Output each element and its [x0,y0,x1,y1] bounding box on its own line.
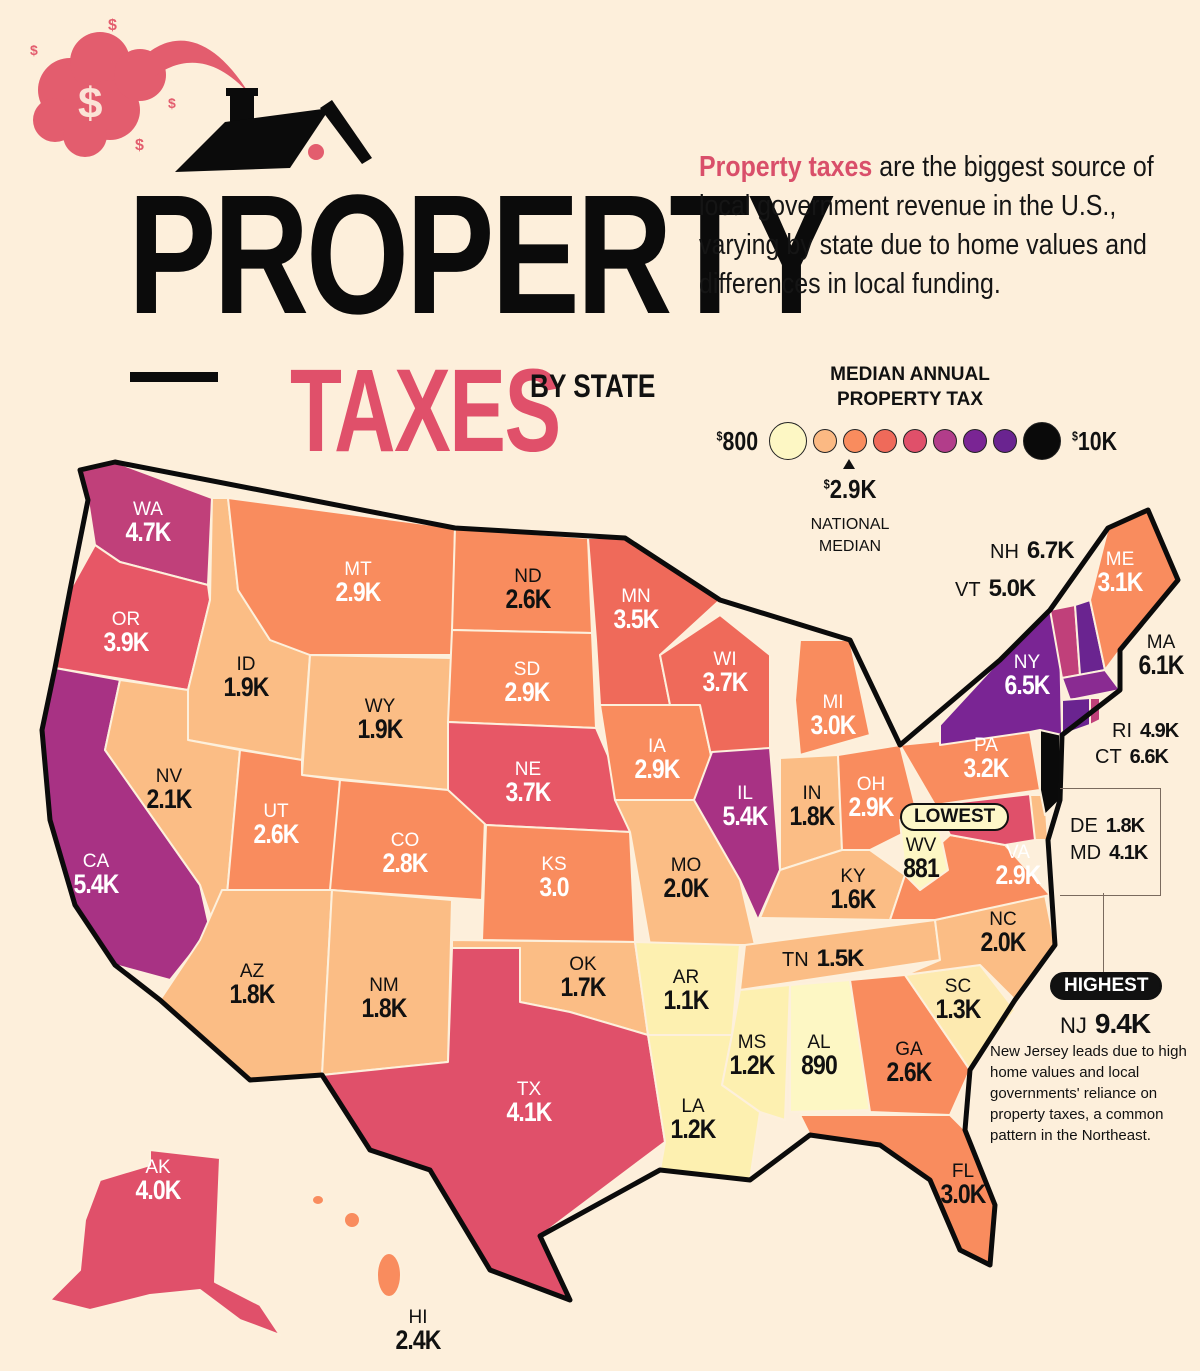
national-median-value: $2.9K [823,474,877,504]
legend-title: MEDIAN ANNUAL PROPERTY TAX [790,362,1030,412]
state-label-VA: VA 2.9K [995,842,1041,890]
callout-connector [1103,893,1104,973]
state-label-WY: WY 1.9K [357,696,403,744]
state-label-FL: FL 3.0K [940,1161,986,1209]
callout-connector [1060,788,1161,896]
state-label-SD: SD 2.9K [504,659,550,707]
svg-text:$: $ [78,79,102,128]
money-smoke-house-illustration: $ $ $ $ $ [30,17,372,172]
state-label-MT: MT 2.9K [335,559,381,607]
state-AK [49,1149,281,1336]
legend-swatch [902,429,927,453]
legend-swatch [992,429,1017,453]
nj-explanation-note: New Jersey leads due to high home values… [990,1043,1187,1144]
state-label-OK: OK 1.7K [560,954,606,1002]
state-HI-islands [311,1194,325,1206]
state-label-RI: RI 4.9K [1112,720,1179,742]
legend-max-label: $10K [1071,425,1117,456]
state-label-AL: AL 890 [801,1032,838,1080]
state-IL [693,747,781,921]
svg-text:$: $ [168,95,176,111]
svg-text:$: $ [108,17,117,34]
title-taxes: TAXES [290,345,561,477]
state-label-NM: NM 1.8K [361,975,407,1023]
state-label-IN: IN 1.8K [789,783,835,831]
state-label-ME: ME 3.1K [1097,549,1143,597]
legend-swatch-median [842,429,867,453]
state-label-NH: NH 6.7K [990,537,1075,564]
lowest-badge: LOWEST [900,803,1010,831]
state-label-OR: OR 3.9K [103,609,149,657]
state-label-IA: IA 2.9K [634,736,680,784]
state-label-PA: PA 3.2K [963,735,1009,783]
state-label-NV: NV 2.1K [146,766,192,814]
legend-swatch [932,429,957,453]
state-label-KY: KY 1.6K [830,866,876,914]
intro-highlight: Property taxes [699,151,873,183]
state-label-VT: VT 5.0K [955,575,1036,602]
legend-min-label: $800 [716,425,759,456]
state-label-CO: CO 2.8K [382,830,428,878]
money-smoke-icon: $ $ $ $ $ [30,17,250,157]
state-label-WA: WA 4.7K [125,499,171,547]
state-label-KS: KS 3.0 [539,854,569,902]
state-label-DE: DE 1.8K [1070,815,1145,837]
title-by-state: BY STATE [530,368,656,404]
state-label-AK: AK 4.0K [135,1157,181,1205]
state-label-LA: LA 1.2K [670,1096,716,1144]
state-label-MD: MD 4.1K [1070,842,1148,864]
state-HI [376,1252,402,1298]
svg-text:$: $ [30,42,38,58]
state-label-HI: HI 2.4K [395,1307,441,1355]
state-label-MO: MO 2.0K [663,855,709,903]
state-label-MS: MS 1.2K [729,1032,775,1080]
state-label-SC: SC 1.3K [935,976,981,1024]
state-label-ND: ND 2.6K [505,566,551,614]
state-label-MI: MI 3.0K [810,692,856,740]
state-label-GA: GA 2.6K [886,1039,932,1087]
house-roof-icon [175,88,372,172]
svg-text:$: $ [135,137,144,154]
state-label-NE: NE 3.7K [505,759,551,807]
legend-swatch-max [1022,422,1061,460]
title-property: PROPERTY [128,160,836,350]
state-label-CA: CA 5.4K [73,851,119,899]
legend-title-line1: MEDIAN ANNUAL [830,364,990,385]
state-HI-islands [343,1211,361,1229]
legend-swatch [872,429,897,453]
state-label-MA: MA 6.1K [1138,632,1184,680]
median-pointer-icon [843,459,855,469]
state-label-OH: OH 2.9K [848,774,894,822]
legend-swatch [962,429,987,453]
state-label-NC: NC 2.0K [980,909,1026,957]
state-label-NJ: NJ 9.4K [1060,1008,1151,1039]
state-label-WI: WI 3.7K [702,649,748,697]
state-label-CT: CT 6.6K [1095,746,1169,768]
highest-badge: HIGHEST [1050,972,1163,1000]
legend-color-scale: $800 $10K [712,422,1122,460]
state-label-IL: IL 5.4K [722,783,768,831]
state-CO [329,779,487,901]
state-label-UT: UT 2.6K [253,801,299,849]
legend-title-line2: PROPERTY TAX [836,389,984,410]
title-rule-divider [130,372,218,382]
legend-swatch [812,429,837,453]
state-label-WV: WV 881 [903,835,940,883]
state-GA [849,974,971,1116]
us-outline [39,459,1181,1303]
state-label-AZ: AZ 1.8K [229,961,275,1009]
state-label-AR: AR 1.1K [663,967,709,1015]
intro-paragraph: Property taxes are the biggest source of… [699,148,1163,304]
state-label-NY: NY 6.5K [1004,652,1050,700]
state-label-MN: MN 3.5K [613,586,659,634]
state-label-TX: TX 4.1K [506,1079,552,1127]
state-label-ID: ID 1.9K [223,654,269,702]
intro-text: are the biggest source of local governme… [699,151,1154,300]
state-label-TN: TN 1.5K [782,945,864,972]
state-NC [904,894,1056,1001]
legend-swatch-min [768,422,807,460]
national-median-label: NATIONAL MEDIAN [810,516,890,555]
